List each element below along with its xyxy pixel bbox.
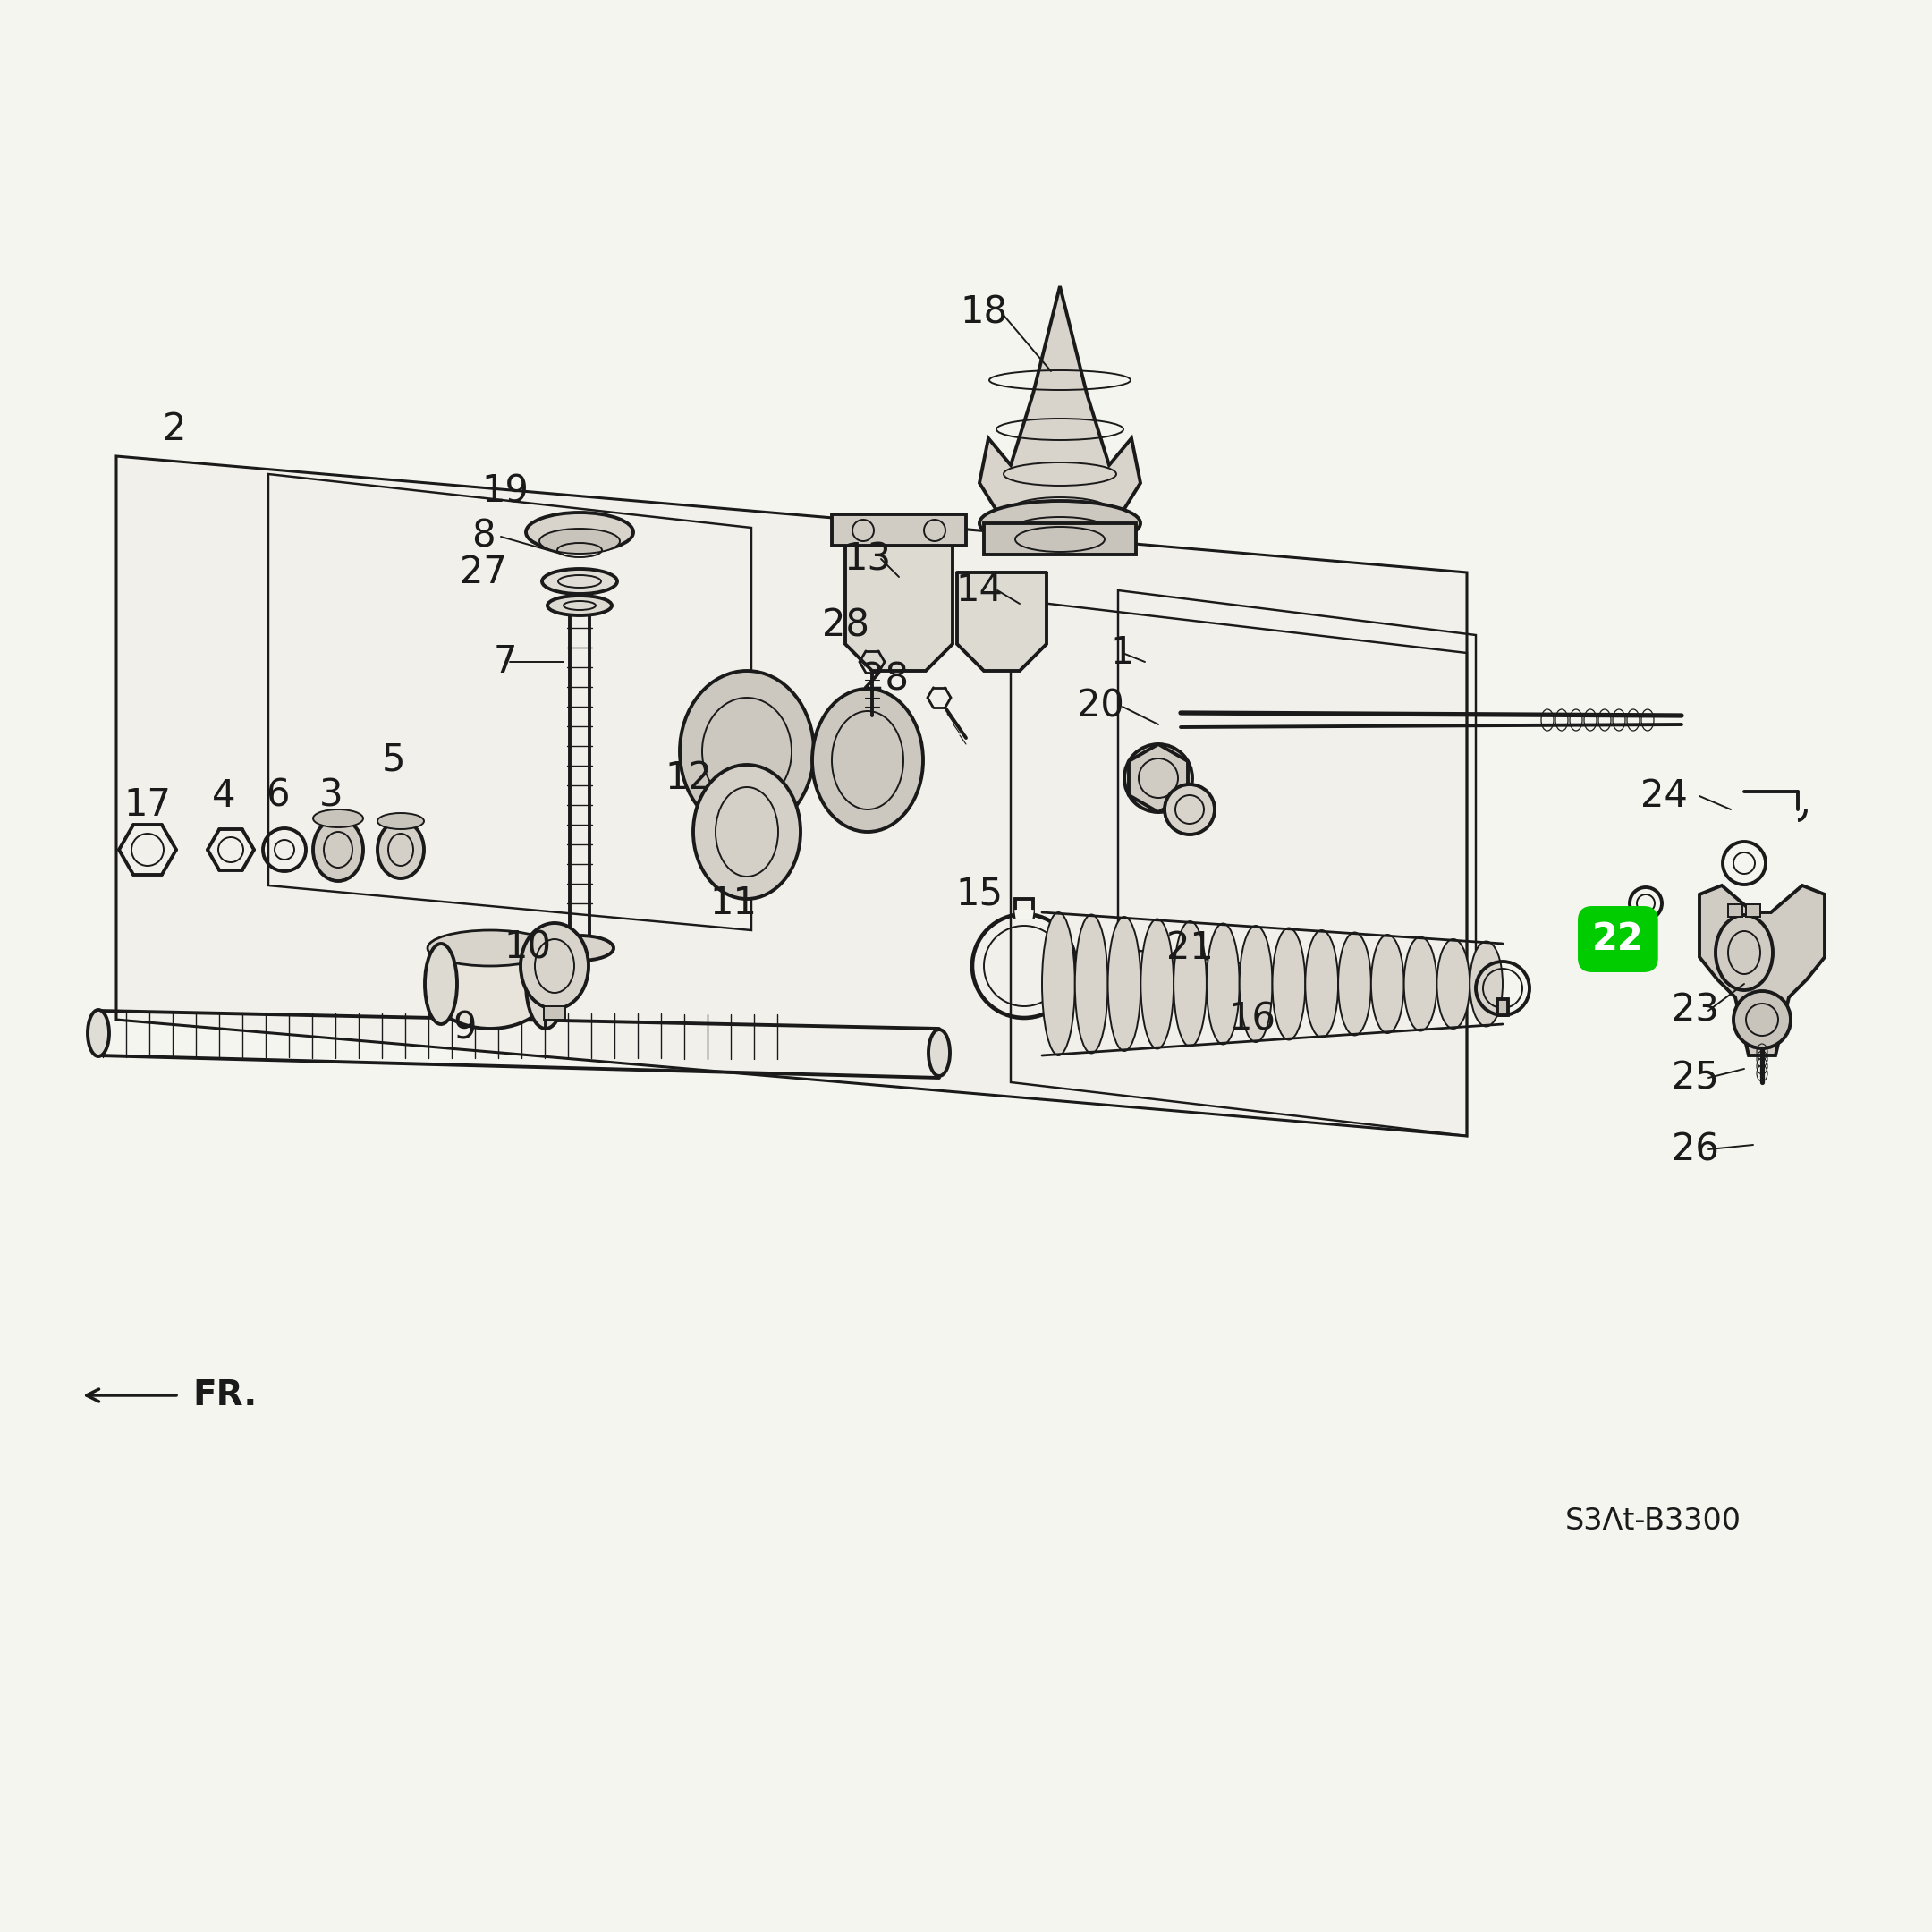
Polygon shape <box>116 456 1466 1136</box>
Ellipse shape <box>545 935 614 960</box>
Ellipse shape <box>543 568 616 593</box>
Text: 16: 16 <box>1229 1001 1275 1039</box>
Ellipse shape <box>1140 920 1173 1049</box>
Text: 2: 2 <box>162 412 185 448</box>
Text: 28: 28 <box>862 661 910 699</box>
Text: 11: 11 <box>709 885 757 922</box>
Ellipse shape <box>1173 922 1208 1047</box>
Text: S3Λt-B3300: S3Λt-B3300 <box>1565 1505 1741 1536</box>
Polygon shape <box>543 1007 566 1020</box>
Text: 14: 14 <box>956 572 1003 609</box>
Ellipse shape <box>980 500 1140 545</box>
Text: FR.: FR. <box>193 1378 257 1412</box>
Text: 1: 1 <box>1111 634 1134 672</box>
Text: 5: 5 <box>383 742 406 779</box>
Text: 15: 15 <box>956 875 1003 914</box>
Text: 19: 19 <box>481 473 529 510</box>
Ellipse shape <box>520 923 589 1009</box>
Polygon shape <box>980 286 1140 520</box>
Text: 18: 18 <box>960 294 1009 332</box>
Text: 8: 8 <box>471 518 495 556</box>
Ellipse shape <box>1470 941 1503 1026</box>
Ellipse shape <box>1107 918 1140 1051</box>
Ellipse shape <box>526 512 634 553</box>
Ellipse shape <box>547 595 612 616</box>
Ellipse shape <box>1339 933 1372 1036</box>
Ellipse shape <box>1437 939 1470 1028</box>
Bar <box>1497 999 1509 1014</box>
Polygon shape <box>846 545 952 670</box>
Bar <box>1727 904 1743 918</box>
Text: 13: 13 <box>844 541 891 578</box>
Text: 17: 17 <box>124 786 172 823</box>
Text: 4: 4 <box>213 777 236 815</box>
Text: 20: 20 <box>1076 688 1124 724</box>
Text: 7: 7 <box>493 643 518 680</box>
Text: 22: 22 <box>1592 920 1644 958</box>
Ellipse shape <box>87 1010 108 1057</box>
Ellipse shape <box>811 688 923 833</box>
Ellipse shape <box>1306 929 1339 1037</box>
Text: 10: 10 <box>504 929 551 966</box>
Text: 24: 24 <box>1640 777 1687 815</box>
Ellipse shape <box>680 670 813 833</box>
Ellipse shape <box>377 813 423 829</box>
Text: 23: 23 <box>1671 991 1719 1030</box>
Ellipse shape <box>427 939 553 1028</box>
Circle shape <box>1733 991 1791 1049</box>
Bar <box>983 524 1136 554</box>
Ellipse shape <box>526 939 566 1028</box>
Text: 27: 27 <box>460 554 506 591</box>
Text: 3: 3 <box>319 777 342 815</box>
Ellipse shape <box>1372 935 1405 1034</box>
Ellipse shape <box>1041 912 1074 1055</box>
Ellipse shape <box>1208 923 1240 1045</box>
Circle shape <box>1165 784 1215 835</box>
Ellipse shape <box>427 929 553 966</box>
Ellipse shape <box>377 821 423 879</box>
Ellipse shape <box>929 1030 951 1076</box>
Text: 28: 28 <box>821 607 869 645</box>
Ellipse shape <box>313 819 363 881</box>
Ellipse shape <box>425 943 458 1024</box>
Text: 12: 12 <box>665 759 713 796</box>
Ellipse shape <box>1405 937 1437 1032</box>
Ellipse shape <box>1716 916 1774 989</box>
Text: 21: 21 <box>1167 929 1213 966</box>
Bar <box>833 514 966 545</box>
Text: 6: 6 <box>265 777 290 815</box>
Ellipse shape <box>539 529 620 554</box>
Ellipse shape <box>1273 927 1306 1039</box>
Text: 9: 9 <box>454 1010 477 1047</box>
Bar <box>1747 904 1760 918</box>
Text: 26: 26 <box>1671 1130 1719 1169</box>
Circle shape <box>1124 744 1192 811</box>
Ellipse shape <box>313 810 363 827</box>
Ellipse shape <box>1240 925 1273 1041</box>
Polygon shape <box>1700 885 1824 1055</box>
Text: 25: 25 <box>1671 1059 1719 1097</box>
Polygon shape <box>956 572 1047 670</box>
Ellipse shape <box>1074 914 1107 1053</box>
Ellipse shape <box>694 765 800 898</box>
Bar <box>1014 898 1034 918</box>
